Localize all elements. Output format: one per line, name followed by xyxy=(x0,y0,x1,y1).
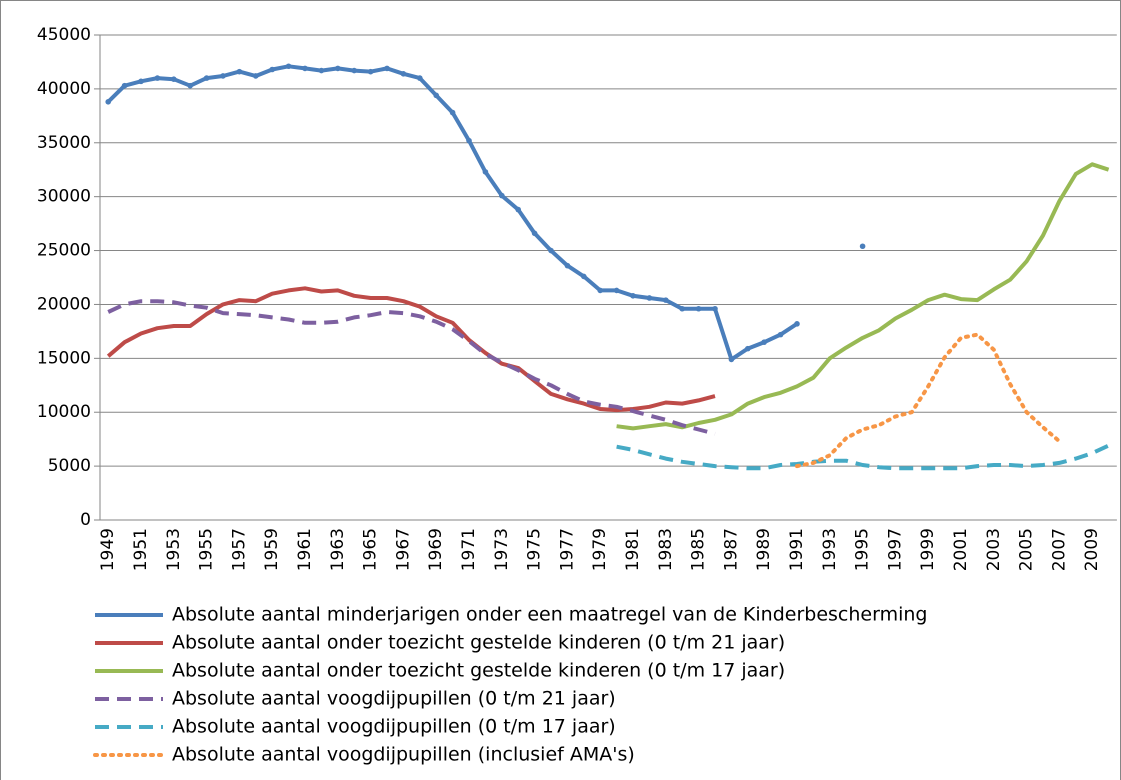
series-line xyxy=(107,299,716,436)
series-line xyxy=(616,443,1110,471)
y-tick-label: 0 xyxy=(80,510,91,530)
x-tick-label: 1953 xyxy=(164,528,184,571)
x-tick-label: 1999 xyxy=(918,528,938,571)
series-marker xyxy=(335,65,341,72)
series-marker xyxy=(417,75,423,81)
x-tick-label: 1965 xyxy=(361,528,381,571)
x-tick-label: 1967 xyxy=(393,528,413,571)
series-marker xyxy=(745,345,751,352)
series-line xyxy=(616,162,1110,431)
y-tick-label: 15000 xyxy=(37,348,91,368)
x-tick-label: 1975 xyxy=(525,528,545,571)
series-marker xyxy=(203,75,210,81)
series-marker xyxy=(121,82,128,89)
series-marker xyxy=(220,73,226,79)
series-marker xyxy=(253,73,259,79)
series-marker xyxy=(318,67,325,74)
series-marker xyxy=(154,75,161,81)
legend-label: Absolute aantal onder toezicht gestelde … xyxy=(172,660,785,682)
series-marker xyxy=(794,321,800,327)
series-line xyxy=(795,332,1062,469)
x-tick-label: 2009 xyxy=(1082,528,1102,571)
series-marker xyxy=(433,92,440,99)
series-marker xyxy=(236,68,243,75)
series-marker xyxy=(679,305,685,312)
series-marker xyxy=(499,192,505,199)
x-tick-label: 1987 xyxy=(721,528,741,571)
series-marker xyxy=(384,65,390,72)
series-marker xyxy=(515,206,521,213)
series-marker xyxy=(613,287,620,294)
series-marker xyxy=(269,66,276,73)
series-marker xyxy=(695,305,702,312)
x-tick-label: 1981 xyxy=(623,528,643,571)
x-tick-label: 1995 xyxy=(853,528,873,571)
legend-label: Absolute aantal voogdijpupillen (0 t/m 2… xyxy=(172,688,616,710)
series-marker xyxy=(564,262,571,269)
series-marker xyxy=(171,76,177,82)
y-tick-label: 5000 xyxy=(48,456,91,476)
series-marker xyxy=(728,356,735,363)
series-marker xyxy=(531,230,538,237)
y-tick-label: 30000 xyxy=(37,187,91,207)
y-tick-label: 20000 xyxy=(37,294,91,314)
series-marker xyxy=(351,67,358,74)
x-tick-label: 2003 xyxy=(984,528,1004,571)
series-marker xyxy=(367,68,374,75)
x-tick-label: 1985 xyxy=(689,528,709,571)
x-tick-label: 1993 xyxy=(820,528,840,571)
x-tick-label: 1983 xyxy=(656,528,676,571)
series-marker xyxy=(646,295,653,301)
y-tick-label: 45000 xyxy=(37,25,91,45)
x-tick-label: 1989 xyxy=(754,528,774,571)
series-marker xyxy=(449,109,456,116)
x-tick-label: 1979 xyxy=(590,528,610,571)
x-tick-label: 1963 xyxy=(328,528,348,571)
series-marker xyxy=(138,78,144,85)
series-marker xyxy=(302,65,308,72)
x-tick-label: 1997 xyxy=(885,528,905,571)
series-marker xyxy=(581,273,587,280)
legend-label: Absolute aantal voogdijpupillen (inclusi… xyxy=(172,744,635,766)
series-marker xyxy=(400,71,407,77)
series-marker xyxy=(630,293,636,299)
legend-label: Absolute aantal minderjarigen onder een … xyxy=(172,604,927,626)
series-marker xyxy=(187,82,193,89)
series-marker xyxy=(285,63,292,70)
legend-label: Absolute aantal voogdijpupillen (0 t/m 1… xyxy=(172,716,616,738)
series-marker xyxy=(663,297,669,303)
x-tick-label: 1961 xyxy=(295,528,315,571)
series-marker xyxy=(466,137,472,144)
x-tick-label: 1951 xyxy=(131,528,151,571)
series-marker xyxy=(761,339,767,345)
series-marker xyxy=(597,287,603,294)
x-tick-label: 1977 xyxy=(557,528,577,571)
x-tick-label: 1959 xyxy=(262,528,282,571)
x-tick-label: 1955 xyxy=(197,528,217,571)
series-marker xyxy=(482,169,489,175)
series-marker xyxy=(712,305,718,312)
x-tick-label: 2001 xyxy=(951,528,971,571)
x-tick-label: 2007 xyxy=(1049,528,1069,571)
series-marker xyxy=(105,99,111,105)
series-marker xyxy=(548,247,554,254)
series-marker xyxy=(777,331,784,338)
y-tick-label: 40000 xyxy=(37,79,91,99)
series-marker xyxy=(859,243,866,250)
y-tick-label: 10000 xyxy=(37,402,91,422)
x-tick-label: 2005 xyxy=(1017,528,1037,571)
x-tick-label: 1957 xyxy=(229,528,249,571)
series-line xyxy=(106,286,716,413)
x-tick-label: 1949 xyxy=(98,528,118,571)
x-tick-label: 1969 xyxy=(426,528,446,571)
x-tick-label: 1971 xyxy=(459,528,479,571)
x-tick-label: 1991 xyxy=(787,528,807,571)
y-tick-label: 25000 xyxy=(37,241,91,261)
x-tick-label: 1973 xyxy=(492,528,512,571)
y-tick-label: 35000 xyxy=(37,133,91,153)
legend-label: Absolute aantal onder toezicht gestelde … xyxy=(172,632,785,654)
